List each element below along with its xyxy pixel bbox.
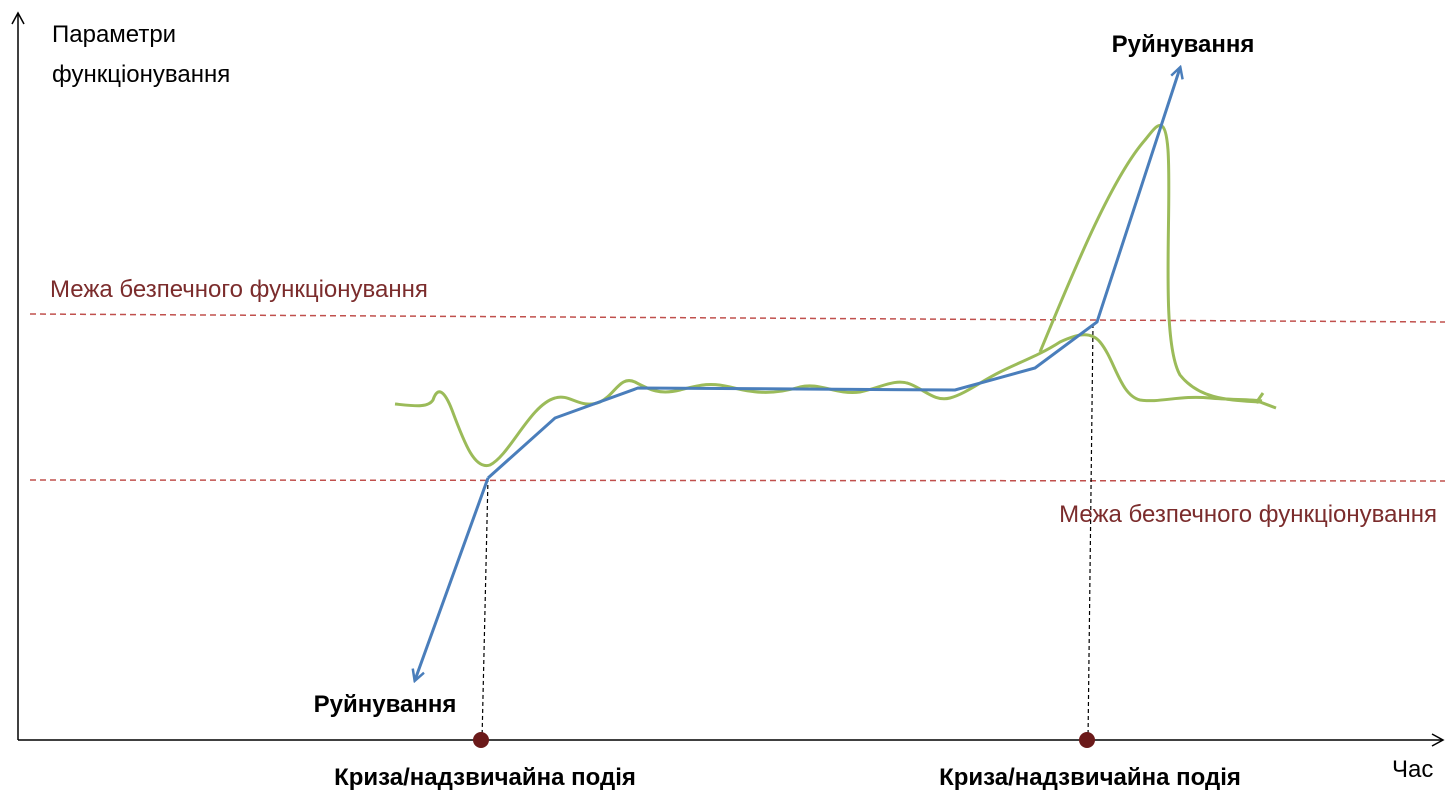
y-axis-label: Параметри: [52, 21, 176, 48]
event-guide: [481, 477, 489, 741]
actual-curve: [394, 333, 1263, 468]
trajectory-lower: [415, 477, 490, 680]
boundary-label: Межа безпечного функціонування: [50, 276, 428, 303]
destruction-label: Руйнування: [314, 691, 457, 718]
boundary-label: Межа безпечного функціонування: [1059, 501, 1437, 528]
event-label: Криза/надзвичайна подія: [334, 764, 636, 791]
event-label: Криза/надзвичайна подія: [939, 764, 1241, 791]
event-point: [473, 732, 489, 748]
trajectory-upper: [486, 68, 1180, 480]
event-point: [1079, 732, 1095, 748]
destruction-label: Руйнування: [1112, 31, 1255, 58]
actual-curve-peak: [1038, 123, 1277, 410]
lower-boundary: [29, 479, 1445, 482]
x-axis-label: Час: [1392, 756, 1433, 783]
event-guide: [1087, 323, 1094, 741]
upper-boundary: [29, 313, 1445, 323]
y-axis-label: функціонування: [52, 61, 230, 88]
